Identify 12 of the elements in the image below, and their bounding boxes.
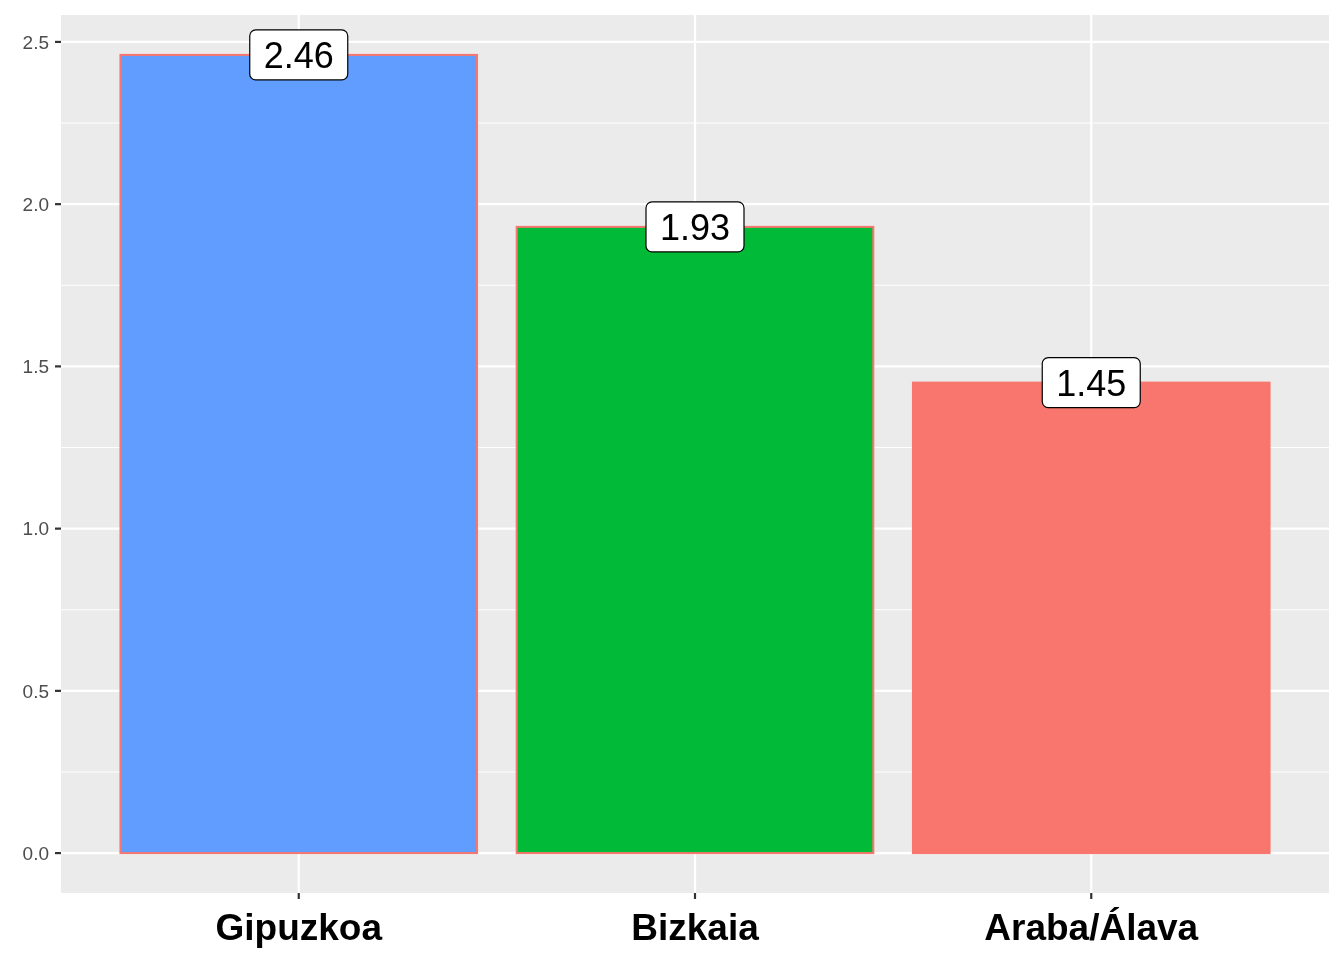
y-tick-label: 1.0 <box>22 518 49 540</box>
y-tick-label: 0.0 <box>22 842 49 864</box>
data-label: 2.46 <box>263 34 334 76</box>
x-tick-label: Gipuzkoa <box>215 907 383 948</box>
x-tick-label: Araba/Álava <box>984 907 1199 948</box>
y-tick-label: 2.0 <box>22 194 49 215</box>
y-tick-label: 1.5 <box>22 356 49 378</box>
y-tick-label: 2.5 <box>22 31 49 53</box>
y-tick-label: 0.5 <box>22 680 49 702</box>
data-label: 1.45 <box>1056 362 1127 404</box>
x-tick-label: Bizkaia <box>631 907 760 948</box>
data-label: 1.93 <box>659 206 731 248</box>
